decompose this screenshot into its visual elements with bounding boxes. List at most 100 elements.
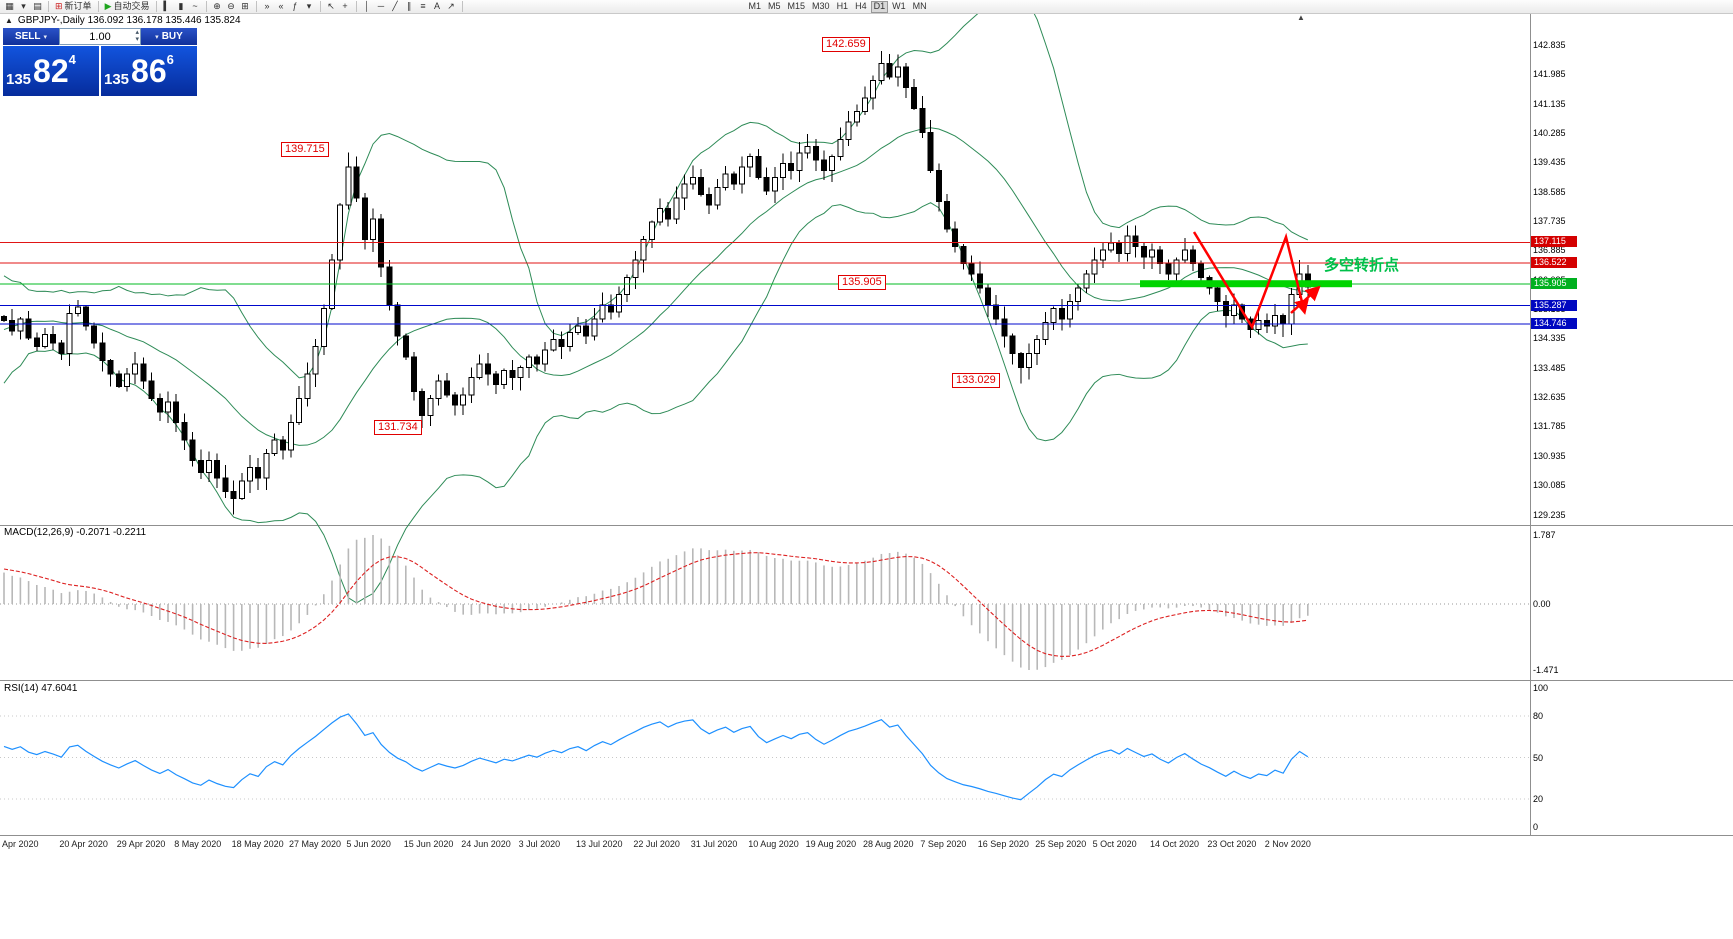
- new-chart-icon[interactable]: ▦: [5, 1, 14, 11]
- candle: [140, 363, 147, 382]
- candle: [1017, 352, 1024, 368]
- candle: [476, 363, 483, 379]
- timeframe-h1-button[interactable]: H1: [836, 1, 849, 11]
- candle: [706, 194, 713, 206]
- equidistant-channel-icon[interactable]: ∥: [406, 1, 412, 11]
- sell-price-big: 135: [6, 71, 32, 88]
- candle: [812, 145, 819, 161]
- zoom-in-icon[interactable]: ⊕: [213, 1, 221, 11]
- bounce-arrow-annotation[interactable]: [1290, 285, 1321, 314]
- volume-increase-icon[interactable]: ▴: [135, 29, 139, 36]
- indicators-icon[interactable]: ƒ: [292, 1, 298, 11]
- buy-price-display[interactable]: 135 86 6: [101, 46, 197, 96]
- candle: [345, 166, 352, 206]
- fibonacci-icon[interactable]: ≡: [420, 1, 426, 11]
- candle: [66, 313, 73, 354]
- trendline-icon[interactable]: ╱: [392, 1, 398, 11]
- volume-input[interactable]: 1.00 ▴ ▾: [59, 28, 141, 45]
- candle: [747, 156, 754, 168]
- buy-price-sup: 6: [166, 52, 174, 67]
- timeframe-m1-button[interactable]: M1: [748, 1, 762, 11]
- candle: [1149, 249, 1155, 258]
- candle: [993, 304, 1000, 320]
- candle: [238, 480, 245, 499]
- sell-button-label: SELL: [14, 31, 41, 42]
- candle: [197, 459, 204, 474]
- candle: [386, 266, 393, 306]
- zigzag-annotation[interactable]: [1192, 231, 1309, 330]
- candle: [862, 97, 868, 113]
- turning-point-label[interactable]: 多空转折点: [1324, 257, 1400, 274]
- rsi-indicator-label: RSI(14) 47.6041: [4, 683, 78, 694]
- candlestick-chart-icon[interactable]: ▮: [178, 1, 184, 11]
- new-order-button[interactable]: ⊞ 新订单: [55, 1, 92, 11]
- bollinger-lower-band: [3, 202, 1308, 604]
- bar-chart-icon[interactable]: ▍: [163, 1, 171, 11]
- candle: [468, 377, 475, 396]
- chart-shift-icon[interactable]: «: [278, 1, 284, 11]
- candle: [1075, 287, 1082, 303]
- timeframe-w1-button[interactable]: W1: [892, 1, 906, 11]
- timeframe-m15-button[interactable]: M15: [787, 1, 806, 11]
- candle: [1083, 273, 1090, 289]
- candle: [1173, 259, 1180, 275]
- candle: [1255, 320, 1262, 330]
- candle: [378, 218, 385, 268]
- candle: [214, 459, 221, 479]
- candle: [247, 466, 253, 482]
- candle: [607, 304, 614, 313]
- timeframe-m5-button[interactable]: M5: [768, 1, 781, 11]
- indicators-dropdown-icon[interactable]: ▾: [306, 1, 312, 11]
- sell-price-display[interactable]: 135 82 4: [3, 46, 99, 96]
- timeframe-d1-button[interactable]: D1: [870, 0, 889, 13]
- candle: [156, 397, 163, 413]
- candle: [189, 439, 196, 461]
- crosshair-icon[interactable]: +: [342, 1, 348, 11]
- sell-options-dropdown-icon[interactable]: ▾: [43, 33, 48, 41]
- chart-shift-marker-icon[interactable]: ▲: [1297, 13, 1305, 22]
- arrows-icon[interactable]: ↗: [447, 1, 455, 11]
- auto-scroll-icon[interactable]: »: [264, 1, 270, 11]
- candle: [517, 366, 524, 379]
- timeframe-mn-button[interactable]: MN: [912, 1, 927, 11]
- candle: [763, 176, 770, 192]
- candle: [788, 163, 795, 171]
- horizontal-line-icon[interactable]: ─: [377, 1, 385, 11]
- candle: [550, 339, 557, 351]
- support-zone-bar[interactable]: [1140, 280, 1352, 288]
- candle: [1026, 352, 1032, 368]
- buy-button[interactable]: ▾ BUY: [141, 28, 197, 45]
- candle: [903, 66, 909, 89]
- sell-button[interactable]: SELL ▾: [3, 28, 59, 45]
- candle: [796, 152, 803, 171]
- candle: [165, 401, 171, 413]
- candle: [1198, 263, 1205, 278]
- zoom-out-icon[interactable]: ⊖: [227, 1, 235, 11]
- vertical-line-icon[interactable]: │: [364, 1, 370, 11]
- candle: [42, 333, 48, 348]
- candle: [370, 218, 376, 240]
- tile-windows-icon[interactable]: ⊞: [241, 1, 249, 11]
- candle: [493, 373, 499, 386]
- chart-header: ▲ GBPJPY-,Daily 136.092 136.178 135.446 …: [5, 15, 241, 26]
- candle: [534, 356, 540, 365]
- trade-panel-toggle-icon[interactable]: ▲: [5, 16, 13, 25]
- volume-decrease-icon[interactable]: ▾: [135, 36, 139, 43]
- candle: [222, 477, 229, 493]
- candle: [361, 197, 368, 240]
- candle: [919, 107, 926, 133]
- chart-list-dropdown-icon[interactable]: ▾: [21, 1, 26, 11]
- timeframe-m30-button[interactable]: M30: [812, 1, 830, 11]
- autotrading-button[interactable]: ▶ 自动交易: [104, 1, 150, 11]
- candle: [1034, 339, 1041, 354]
- line-chart-icon[interactable]: ~: [192, 1, 198, 11]
- cursor-icon[interactable]: ↖: [327, 1, 335, 11]
- candle: [968, 263, 975, 275]
- one-click-trading-panel: SELL ▾ 1.00 ▴ ▾ ▾ BUY 135 82 4 1: [3, 28, 197, 96]
- profiles-icon[interactable]: ▤: [33, 1, 42, 11]
- text-icon[interactable]: A: [433, 1, 440, 11]
- timeframe-h4-button[interactable]: H4: [855, 1, 867, 11]
- buy-options-dropdown-icon[interactable]: ▾: [155, 33, 159, 41]
- macd-indicator-label: MACD(12,26,9) -0.2071 -0.2211: [4, 527, 147, 538]
